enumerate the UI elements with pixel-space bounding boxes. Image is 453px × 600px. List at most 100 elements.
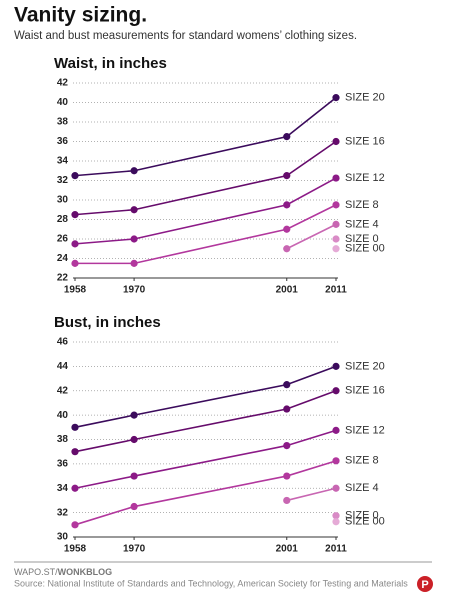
data-point [71, 259, 79, 267]
series-line [286, 487, 337, 502]
series-line [74, 390, 337, 453]
data-point [71, 448, 79, 456]
data-point [332, 457, 340, 465]
site: WAPO.ST/ [14, 567, 58, 577]
data-point [130, 472, 138, 480]
pinterest-icon[interactable] [417, 576, 433, 592]
y-tick-label: 34 [57, 156, 69, 167]
y-tick-label: 40 [57, 97, 69, 108]
chart-title: Waist, in inches [54, 55, 167, 72]
data-point [130, 235, 138, 243]
data-point [130, 435, 138, 444]
y-tick-label: 38 [57, 117, 69, 128]
series-label: SIZE 8 [345, 199, 379, 211]
series-line [286, 223, 337, 250]
series-label: SIZE 4 [345, 482, 379, 494]
data-point [332, 94, 340, 102]
data-point [130, 502, 138, 511]
y-tick-label: 42 [57, 385, 69, 396]
data-point [332, 245, 340, 253]
series-label: SIZE 00 [345, 243, 385, 255]
series-line [74, 460, 337, 526]
y-tick-label: 28 [57, 214, 69, 225]
data-point [332, 484, 340, 492]
data-point [130, 167, 138, 175]
x-tick-label: 1958 [64, 544, 87, 555]
y-tick-label: 32 [57, 175, 69, 186]
y-tick-label: 46 [57, 337, 69, 348]
page-title: Vanity sizing. [14, 4, 147, 27]
y-tick-label: 30 [57, 532, 69, 543]
data-point [332, 235, 340, 243]
data-point [332, 362, 340, 370]
series-label: SIZE 12 [345, 424, 385, 436]
data-point [130, 411, 138, 419]
series-label: SIZE 0 [345, 233, 379, 245]
series-line [74, 429, 337, 490]
series-label: SIZE 00 [345, 516, 385, 528]
data-point [283, 172, 291, 180]
data-point [332, 201, 340, 209]
data-point [332, 174, 340, 182]
data-point [332, 387, 340, 395]
page-subtitle: Waist and bust measurements for standard… [14, 30, 357, 42]
data-point [130, 206, 138, 214]
x-tick-label: 1970 [123, 544, 146, 555]
series-line [74, 177, 337, 245]
chart-title: Bust, in inches [54, 314, 161, 331]
series-label: SIZE 12 [345, 172, 385, 184]
data-point [283, 441, 291, 450]
data-point [283, 496, 291, 505]
data-point [332, 220, 340, 228]
data-point [71, 211, 79, 219]
x-tick-label: 1970 [123, 285, 146, 296]
footer-site: WAPO.ST/WONKBLOG [14, 567, 112, 577]
blog: WONKBLOG [58, 567, 113, 577]
y-tick-label: 32 [57, 507, 69, 518]
y-tick-label: 36 [57, 136, 69, 147]
series-label: SIZE 20 [345, 360, 385, 372]
y-tick-label: 22 [57, 273, 69, 284]
x-tick-label: 2001 [276, 285, 299, 296]
series-label: SIZE 8 [345, 455, 379, 467]
x-tick-label: 1958 [64, 285, 87, 296]
data-point [283, 472, 291, 480]
y-tick-label: 26 [57, 234, 69, 245]
data-point [332, 518, 340, 526]
footer-source: Source: National Institute of Standards … [14, 578, 408, 588]
data-point [130, 259, 138, 267]
series-label: SIZE 0 [345, 510, 379, 522]
pinterest-glyph: P [421, 579, 428, 591]
data-point [71, 172, 79, 180]
x-tick-label: 2001 [276, 544, 299, 555]
data-point [283, 201, 291, 209]
data-point [332, 512, 340, 520]
data-point [283, 133, 291, 141]
y-tick-label: 24 [57, 253, 69, 264]
data-point [283, 381, 291, 389]
data-point [332, 137, 340, 146]
series-label: SIZE 20 [345, 92, 385, 104]
y-tick-label: 30 [57, 195, 69, 206]
data-point [71, 423, 79, 431]
data-point [283, 405, 291, 413]
data-point [283, 225, 291, 233]
data-point [71, 521, 79, 529]
data-point [283, 245, 291, 253]
series-line [75, 204, 337, 265]
y-tick-label: 38 [57, 434, 69, 445]
data-point [71, 240, 79, 248]
series-label: SIZE 16 [345, 135, 385, 147]
y-tick-label: 42 [57, 78, 69, 89]
series-label: SIZE 4 [345, 218, 379, 230]
x-tick-label: 2011 [325, 544, 347, 555]
data-point [71, 484, 79, 492]
x-tick-label: 2011 [325, 285, 347, 296]
series-line [74, 365, 337, 429]
series-line [74, 140, 337, 216]
y-tick-label: 36 [57, 459, 69, 470]
y-tick-label: 44 [57, 361, 69, 372]
series-label: SIZE 16 [345, 385, 385, 397]
data-point [332, 426, 340, 434]
